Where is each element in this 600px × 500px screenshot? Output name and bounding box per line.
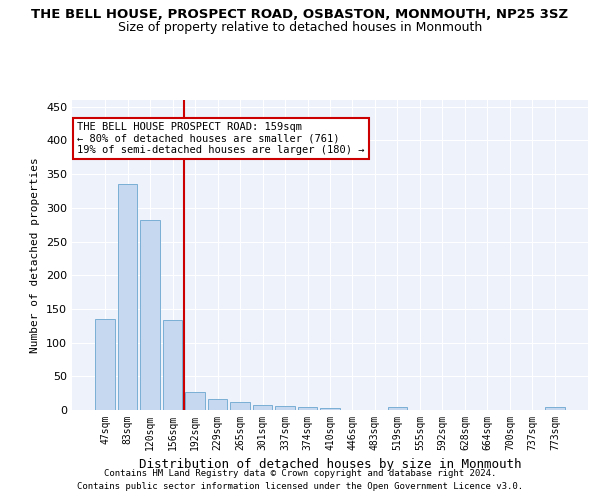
Bar — [545, 408, 565, 410]
Bar — [185, 392, 205, 410]
Y-axis label: Number of detached properties: Number of detached properties — [31, 157, 40, 353]
Text: Contains HM Land Registry data © Crown copyright and database right 2024.: Contains HM Land Registry data © Crown c… — [104, 468, 496, 477]
Bar — [140, 220, 160, 410]
Text: THE BELL HOUSE PROSPECT ROAD: 159sqm
← 80% of detached houses are smaller (761)
: THE BELL HOUSE PROSPECT ROAD: 159sqm ← 8… — [77, 122, 365, 155]
Text: THE BELL HOUSE, PROSPECT ROAD, OSBASTON, MONMOUTH, NP25 3SZ: THE BELL HOUSE, PROSPECT ROAD, OSBASTON,… — [31, 8, 569, 20]
X-axis label: Distribution of detached houses by size in Monmouth: Distribution of detached houses by size … — [139, 458, 521, 471]
Bar — [388, 408, 407, 410]
Bar — [118, 184, 137, 410]
Bar — [208, 399, 227, 410]
Bar — [253, 406, 272, 410]
Bar — [275, 406, 295, 410]
Bar — [298, 406, 317, 410]
Text: Size of property relative to detached houses in Monmouth: Size of property relative to detached ho… — [118, 21, 482, 34]
Bar — [163, 320, 182, 410]
Text: Contains public sector information licensed under the Open Government Licence v3: Contains public sector information licen… — [77, 482, 523, 491]
Bar — [320, 408, 340, 410]
Bar — [95, 319, 115, 410]
Bar — [230, 402, 250, 410]
